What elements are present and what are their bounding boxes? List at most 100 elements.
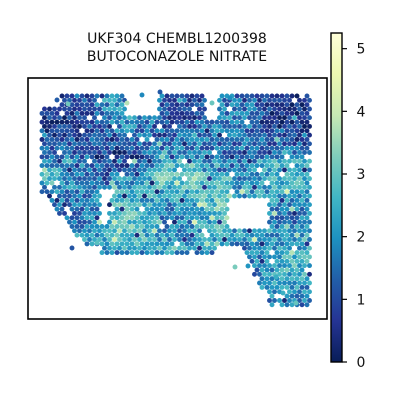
spot-point [259,276,265,282]
spot-point [164,241,170,247]
spot-point [307,106,312,112]
spot-point [42,184,47,190]
spot-point [167,167,172,173]
spot-point [74,137,80,142]
spot-point [49,119,55,125]
spot-point [194,171,200,177]
spot-point [277,158,282,164]
spot-point [297,263,302,269]
spot-point [157,158,162,164]
spot-point [94,119,100,125]
spot-point [287,289,292,295]
spot-point [82,237,87,242]
spot-point [264,110,270,116]
spot-point [274,163,280,169]
spot-point [104,224,110,229]
spot-point [47,193,52,199]
spot-point [292,176,297,182]
spot-point [94,224,100,229]
spot-point [184,145,190,151]
spot-point [82,150,87,155]
spot-point [267,115,272,121]
spot-point [127,210,132,216]
spot-point [89,163,95,169]
spot-point [77,115,82,121]
spot-point [274,171,280,177]
spot-point [189,154,195,160]
spot-point [72,150,77,155]
spot-point [162,219,167,225]
spot-point [224,145,230,151]
spot-point [117,228,122,234]
spot-point [259,284,265,290]
spot-point [117,106,122,112]
spot-point [87,167,92,173]
spot-point [227,193,232,199]
spot-point [49,128,55,134]
spot-point [74,128,80,134]
colorbar-tick-label: 2 [357,230,366,246]
spot-point [287,141,292,147]
spot-point [112,150,117,155]
spot-point [137,228,142,234]
spot-point [99,224,105,229]
spot-point [217,150,222,155]
spot-point [282,193,287,199]
spot-point [154,189,160,195]
spot-point [57,202,62,208]
spot-point [174,189,180,195]
spot-point [152,245,157,251]
spot-point [62,176,67,182]
spot-point [297,280,302,286]
spot-point [162,97,167,103]
spot-point [94,102,100,108]
spot-point [274,128,280,134]
spot-point [154,224,160,229]
spot-point [202,97,207,103]
spot-point [289,215,295,221]
spot-point [54,163,60,169]
spot-point [197,150,202,155]
spot-point [119,119,125,125]
spot-point [272,254,277,260]
spot-point [219,163,225,169]
spot-point [269,180,275,186]
spot-point [224,163,230,169]
spot-point [307,158,312,164]
spot-point [127,193,132,199]
spot-point [304,180,310,186]
spot-point [152,202,157,208]
spot-point [94,180,100,186]
spot-point [197,228,202,234]
spot-point [294,241,300,247]
spot-point [229,180,235,186]
spot-point [224,189,230,195]
spot-point [72,176,77,182]
spot-point [224,197,230,203]
spot-point [274,119,280,125]
spot-point [194,250,200,256]
spot-point [54,137,60,142]
spot-point [192,184,197,190]
spot-point [197,141,202,147]
spot-point [179,250,185,256]
spot-point [272,210,277,216]
spot-point [89,241,95,247]
spot-point [52,202,57,208]
spot-point [202,132,207,138]
spot-point [204,171,210,177]
spot-point [72,193,77,199]
spot-point [129,215,135,221]
spot-point [184,137,190,142]
spot-point [257,97,262,103]
spot-point [282,123,287,129]
spot-point [107,115,112,121]
spot-point [117,123,122,129]
spot-point [59,171,65,177]
spot-point [117,132,122,138]
spot-point [302,210,307,216]
spot-point [227,123,232,129]
spot-point [84,189,90,195]
spot-point [192,237,197,242]
spot-point [257,193,262,199]
